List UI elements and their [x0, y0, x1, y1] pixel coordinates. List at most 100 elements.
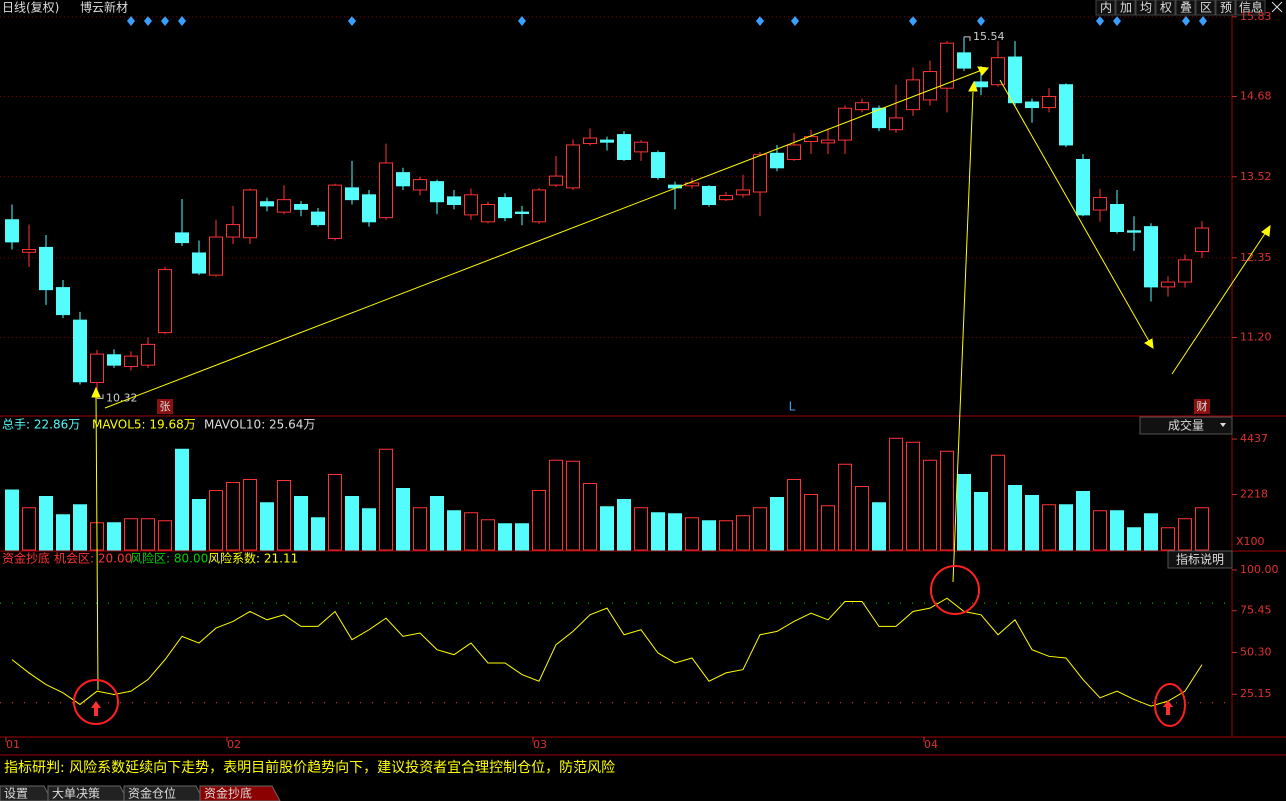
candle-body: [991, 57, 1005, 86]
candle-body: [464, 194, 478, 216]
candle-body: [617, 134, 631, 160]
volume-bar: [39, 496, 53, 551]
volume-bar: [753, 507, 767, 551]
candle-body: [1110, 203, 1124, 233]
volume-bar: [430, 496, 444, 551]
candle-body: [311, 211, 325, 226]
selector-label[interactable]: 成交量: [1168, 418, 1204, 433]
candle-body: [804, 136, 818, 142]
toolbar-button-label[interactable]: 内: [1100, 1, 1112, 15]
candle-body: [1093, 197, 1107, 211]
candle-body: [277, 199, 291, 213]
toolbar-button[interactable]: [1135, 0, 1156, 16]
toolbar-button[interactable]: [1215, 0, 1236, 16]
volume-bar: [855, 486, 869, 551]
candle-body: [481, 203, 495, 223]
volume-bar: [651, 512, 665, 551]
volume-bar: [22, 507, 36, 551]
arrowhead: [91, 386, 101, 398]
volume-bar: [158, 520, 172, 551]
trend-line: [999, 79, 1151, 344]
candle-body: [532, 189, 546, 223]
volume-bar: [481, 519, 495, 551]
marker: L: [789, 400, 796, 414]
toolbar-button-label[interactable]: 加: [1120, 1, 1132, 15]
toolbar-button-label[interactable]: 信息: [1239, 0, 1263, 15]
toolbar-button[interactable]: [1195, 0, 1216, 16]
candle-body: [940, 42, 954, 89]
circle: [1154, 683, 1186, 727]
y-tick-label: 12.35: [1240, 251, 1272, 264]
candle-body: [22, 249, 36, 253]
arrowhead: [968, 80, 978, 92]
candle-body: [1076, 158, 1090, 216]
volume-bar: [498, 523, 512, 551]
toolbar-button[interactable]: [1175, 0, 1196, 16]
mavol-label: MAVOL10: 25.64万: [204, 418, 315, 432]
indicator-title: 资金抄底: [2, 551, 50, 566]
tab[interactable]: [47, 785, 129, 801]
candle-body: [821, 139, 835, 144]
candle-body: [1127, 230, 1141, 233]
candle-body: [1178, 259, 1192, 283]
volume-bar: [1042, 504, 1056, 551]
toolbar-button[interactable]: [1235, 0, 1266, 16]
candle-body: [1195, 227, 1209, 253]
candle-body: [923, 71, 937, 101]
mavol-label: MAVOL5: 19.68万: [92, 418, 196, 432]
y-tick-label: 50.30: [1240, 645, 1272, 658]
volume-bar: [1144, 513, 1158, 551]
toolbar-button[interactable]: [1095, 0, 1116, 16]
candle-body: [1008, 56, 1022, 104]
marker-box: [1194, 399, 1210, 414]
tab-label[interactable]: 设置: [4, 787, 28, 801]
volume-bar: [277, 480, 291, 551]
volume-bar: [617, 499, 631, 551]
tab-label[interactable]: 资金仓位: [128, 786, 176, 801]
trend-line: [952, 91, 974, 583]
arrow: [91, 701, 101, 716]
y-tick-label: 2218: [1240, 488, 1268, 501]
volume-bar: [566, 460, 580, 551]
button[interactable]: [1167, 550, 1233, 569]
candle-body: [957, 52, 971, 69]
tab[interactable]: [0, 785, 53, 801]
candle-body: [243, 189, 257, 239]
volume-bar: [787, 479, 801, 551]
volume-bar: [1093, 510, 1107, 551]
toolbar-button[interactable]: [1115, 0, 1136, 16]
volume-bar: [957, 474, 971, 551]
toolbar-button-label[interactable]: 权: [1160, 1, 1172, 15]
volume-bar: [447, 510, 461, 551]
dropdown-arrow: [1220, 423, 1226, 427]
volume-bar: [5, 489, 19, 551]
candle-body: [787, 144, 801, 160]
tab-label[interactable]: 资金抄底: [204, 786, 252, 801]
toolbar-button-label[interactable]: 预: [1220, 1, 1232, 15]
tab-label[interactable]: 大单决策: [52, 787, 100, 801]
toolbar-button[interactable]: [1155, 0, 1176, 16]
candle-body: [90, 353, 104, 383]
annotation: 10.32: [106, 391, 138, 404]
volume-bar: [175, 448, 189, 551]
trend-line: [1171, 231, 1267, 375]
toolbar-button-label[interactable]: 均: [1140, 1, 1152, 15]
volume-bar: [1195, 507, 1209, 551]
volume-bar: [226, 482, 240, 551]
button-label[interactable]: 指标说明: [1176, 552, 1224, 567]
volume-total: 总手: 22.86万: [2, 418, 80, 432]
x-tick-label: 02: [227, 738, 241, 751]
toolbar-button-label[interactable]: 区: [1200, 1, 1212, 15]
candle-body: [974, 81, 988, 88]
marker-box: [157, 399, 173, 414]
tab[interactable]: [123, 785, 205, 801]
tab[interactable]: [199, 785, 281, 801]
volume-bar: [124, 518, 138, 551]
candle-body: [56, 287, 70, 316]
selector[interactable]: [1139, 416, 1233, 435]
candle-body: [345, 187, 359, 201]
toolbar-button-label[interactable]: 叠: [1180, 1, 1192, 15]
volume-bar: [889, 437, 903, 551]
series-label: 风险系数: 21.11: [208, 551, 298, 566]
